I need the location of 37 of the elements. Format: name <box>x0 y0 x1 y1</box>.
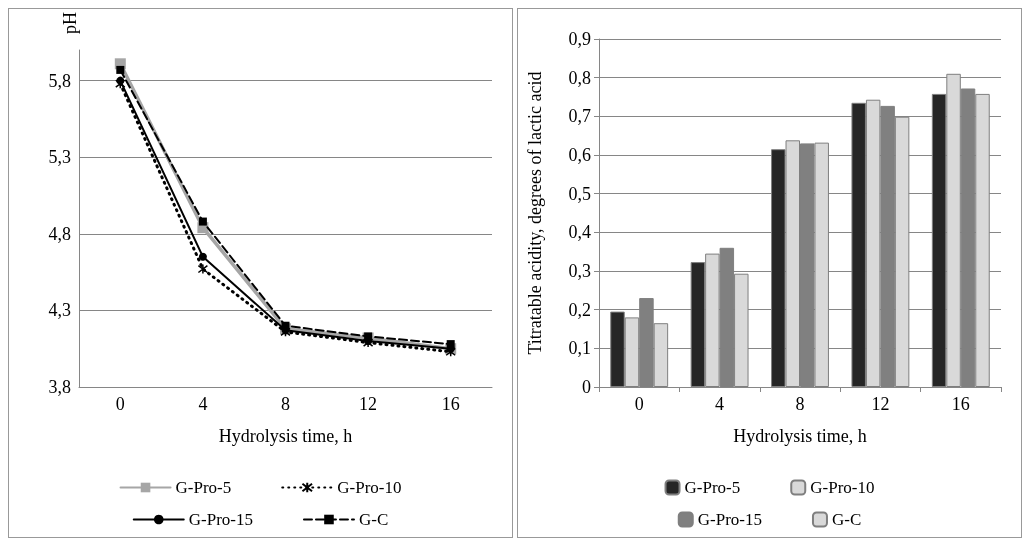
legend-label: G-Pro-10 <box>337 478 402 497</box>
x-tick-label: 0 <box>115 394 125 414</box>
y-tick-label: 0,1 <box>568 338 591 359</box>
y-tick-label: 4,3 <box>48 300 71 321</box>
y-tick-label: 0,8 <box>568 67 591 88</box>
y-tick-label: 0 <box>582 377 591 397</box>
legend-label: G-Pro-15 <box>697 510 762 529</box>
x-tick-label: 8 <box>795 394 805 414</box>
y-tick-label: 0,4 <box>568 222 591 243</box>
y-tick-label: 3,8 <box>48 377 71 397</box>
y-tick-label: 0,9 <box>568 29 591 49</box>
y-axis-title: Titratable acidity, degrees of lactic acid <box>525 71 545 355</box>
x-tick-label: 12 <box>359 394 378 414</box>
x-tick-label: 12 <box>871 394 890 414</box>
y-tick-label: 0,5 <box>568 183 591 204</box>
y-tick-label: 5,3 <box>48 147 71 168</box>
y-tick-label: 0,3 <box>568 261 591 281</box>
legend-label: G-C <box>358 510 389 529</box>
y-axis-title: pH <box>60 12 80 34</box>
x-tick-label: 8 <box>281 394 290 414</box>
y-tick-label: 4,8 <box>48 223 71 244</box>
legend-label: G-Pro-15 <box>188 510 253 529</box>
legend-label: G-Pro-10 <box>810 478 875 497</box>
legend-label: G-Pro-5 <box>684 478 741 497</box>
x-tick-label: 0 <box>634 394 644 414</box>
x-tick-label: 4 <box>198 394 208 414</box>
y-tick-label: 5,8 <box>48 70 71 91</box>
x-tick-label: 16 <box>441 394 460 414</box>
legend-label: G-Pro-5 <box>175 478 232 497</box>
y-tick-label: 0,6 <box>568 145 591 165</box>
y-tick-label: 0,7 <box>568 106 591 127</box>
x-axis-title: Hydrolysis time, h <box>218 426 353 446</box>
legend-label: G-C <box>831 510 862 529</box>
x-tick-label: 16 <box>951 394 970 414</box>
x-tick-label: 4 <box>715 394 725 414</box>
y-tick-label: 0,2 <box>568 299 591 320</box>
x-axis-title: Hydrolysis time, h <box>733 426 867 446</box>
